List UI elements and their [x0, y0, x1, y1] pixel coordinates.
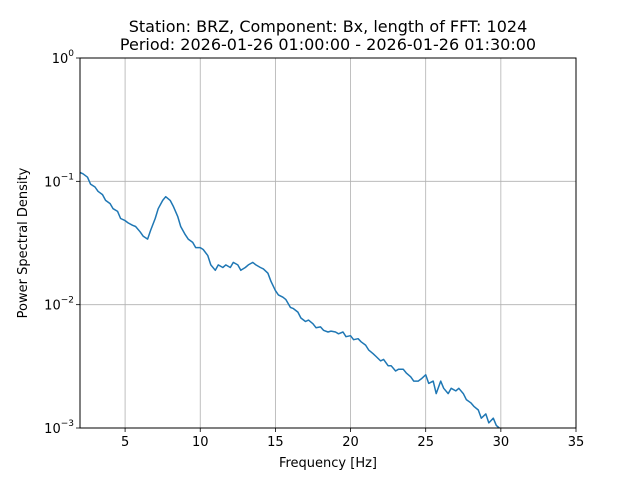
y-axis-label: Power Spectral Density — [16, 167, 31, 318]
y-tick-label-base: 10 — [52, 52, 69, 67]
y-tick-label-exponent: −2 — [61, 296, 74, 306]
chart-subtitle: Period: 2026-01-26 01:00:00 - 2026-01-26… — [120, 35, 536, 54]
x-tick-label: 10 — [192, 435, 209, 450]
y-tick-label-exponent: −3 — [61, 419, 74, 429]
x-axis-label: Frequency [Hz] — [279, 456, 377, 471]
plot-frame — [79, 57, 577, 429]
series-layer — [79, 171, 500, 429]
chart-title: Station: BRZ, Component: Bx, length of F… — [129, 17, 528, 36]
plot-area — [80, 58, 576, 428]
grid — [80, 58, 576, 428]
x-tick-label: 5 — [121, 435, 129, 450]
psd-series-line — [79, 171, 500, 429]
y-tick-label: 100 — [52, 49, 75, 67]
y-tick-label-base: 10 — [44, 175, 61, 190]
y-tick-label: 10−1 — [44, 172, 74, 190]
y-tick-label: 10−2 — [44, 296, 74, 314]
y-tick-label-base: 10 — [44, 422, 61, 437]
y-tick-label-base: 10 — [44, 299, 61, 314]
x-tick-label: 35 — [568, 435, 585, 450]
y-tick-label: 10−3 — [44, 419, 74, 437]
x-tick-label: 15 — [267, 435, 284, 450]
y-tick-label-exponent: −1 — [61, 172, 74, 182]
x-tick-label: 20 — [342, 435, 359, 450]
y-tick-label-exponent: 0 — [68, 49, 74, 59]
x-tick-label: 30 — [493, 435, 510, 450]
x-tick-label: 25 — [417, 435, 434, 450]
